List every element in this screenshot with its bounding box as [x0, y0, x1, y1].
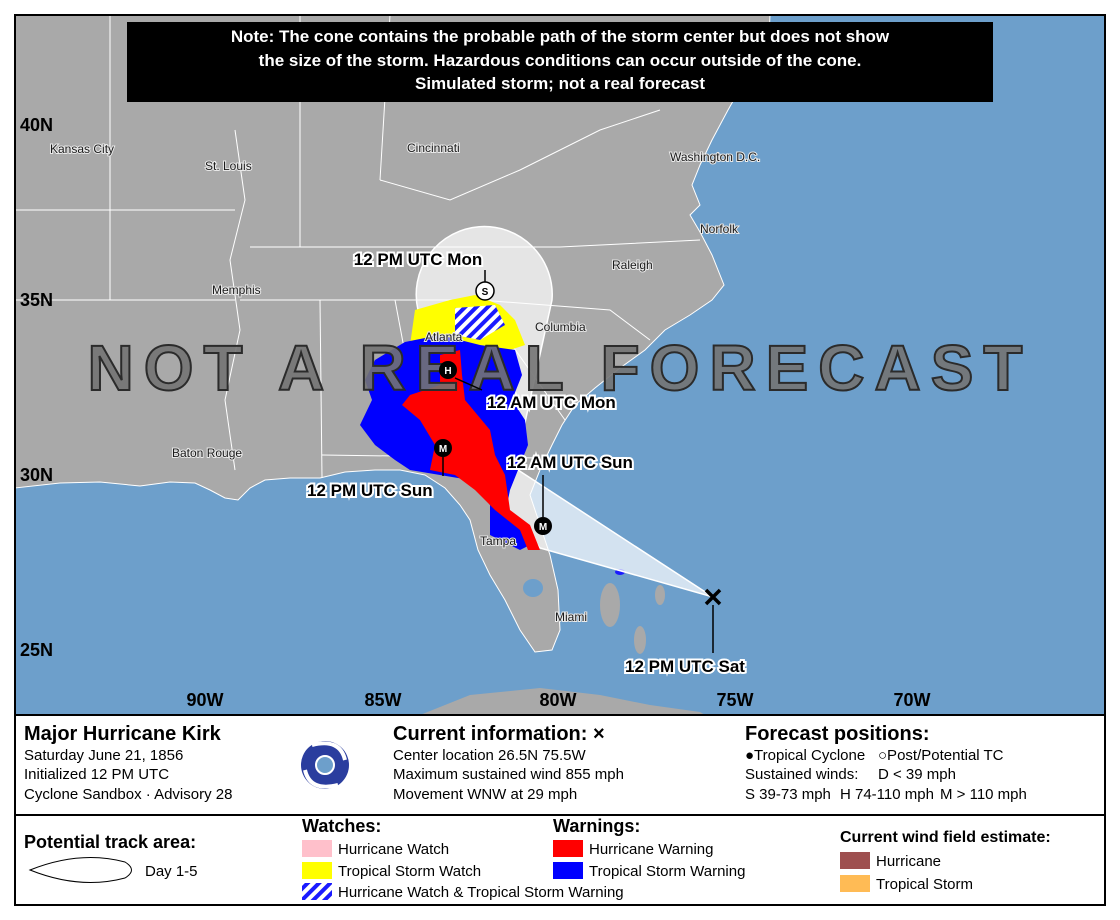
- current-line: Maximum sustained wind 855 mph: [393, 766, 624, 783]
- current-position-marker: [704, 588, 722, 606]
- city-label: Memphis: [212, 283, 261, 297]
- marker-letter: M: [439, 444, 447, 455]
- cuba: [420, 688, 705, 715]
- ts-wind-swatch: [840, 875, 870, 892]
- city-label: Washington D.C.: [670, 150, 760, 164]
- legend-label: Hurricane: [876, 853, 941, 870]
- ts-watch-swatch: [302, 862, 332, 879]
- track-label: 12 AM UTC Sun: [507, 453, 633, 472]
- hurricane-warning-swatch: [553, 840, 583, 857]
- logo-eye: [315, 755, 335, 775]
- forecast-text: Sustained winds:: [745, 766, 858, 783]
- hurricane-logo: [301, 741, 349, 789]
- leader-lines: [442, 270, 714, 653]
- city-label: Norfolk: [700, 222, 739, 236]
- storm-source: Cyclone Sandbox · Advisory 28: [24, 786, 232, 803]
- storm-date: Saturday June 21, 1856: [24, 747, 183, 764]
- track-label: 12 PM UTC Sun: [307, 481, 433, 500]
- forecast-text: D < 39 mph: [878, 766, 956, 783]
- track-marker: [534, 517, 552, 535]
- note-box: [127, 22, 993, 102]
- forecast-title: Forecast positions:: [745, 723, 929, 745]
- marker-letter: S: [482, 287, 489, 298]
- state-border: [319, 299, 323, 479]
- note-line: Simulated storm; not a real forecast: [415, 74, 705, 93]
- note-line: Note: The cone contains the probable pat…: [231, 27, 890, 46]
- current-line: Movement WNW at 29 mph: [393, 786, 577, 803]
- legend-label: Tropical Storm: [876, 876, 973, 893]
- watermark: NOT A REAL FORECAST: [88, 332, 1033, 404]
- storm-name: Major Hurricane Kirk: [24, 723, 222, 745]
- storm-initialized: Initialized 12 PM UTC: [24, 766, 169, 783]
- forecast-text: M > 110 mph: [940, 786, 1027, 803]
- logo-swirl: [303, 741, 347, 789]
- forecast-text: ●Tropical Cyclone: [745, 747, 865, 764]
- note-line: the size of the storm. Hazardous conditi…: [259, 51, 862, 70]
- frame: [14, 14, 1106, 906]
- marker-letter: M: [539, 522, 547, 533]
- lat-label: 30N: [20, 465, 53, 485]
- track-marker: [434, 439, 452, 457]
- state-border: [379, 109, 701, 248]
- track-area-swatch: [28, 857, 132, 883]
- track-label: 12 AM UTC Mon: [487, 393, 616, 412]
- legend-label: Day 1-5: [145, 863, 198, 880]
- lat-label: 40N: [20, 115, 53, 135]
- forecast-text: H 74-110 mph: [840, 786, 934, 803]
- current-line: Center location 26.5N 75.5W: [393, 747, 586, 764]
- hatched-swatch: [302, 883, 332, 900]
- hurricane-watch-ts-warning-area: [455, 305, 505, 340]
- legend-title: Current wind field estimate:: [840, 829, 1051, 846]
- city-label: Tampa: [480, 534, 516, 548]
- hurricane-watch-swatch: [302, 840, 332, 857]
- lon-label: 80W: [539, 690, 576, 710]
- city-label: Cincinnati: [407, 141, 460, 155]
- lon-label: 70W: [893, 690, 930, 710]
- track-marker: [475, 281, 495, 301]
- land: [14, 14, 771, 653]
- lat-label: 35N: [20, 290, 53, 310]
- legend-title: Watches:: [302, 816, 381, 836]
- lon-label: 90W: [186, 690, 223, 710]
- lon-label: 85W: [364, 690, 401, 710]
- leader-line: [454, 377, 483, 391]
- legend-label: Hurricane Watch & Tropical Storm Warning: [338, 884, 624, 901]
- legend-label: Tropical Storm Warning: [589, 863, 745, 880]
- lake-okeechobee: [523, 579, 543, 597]
- lat-label: 25N: [20, 640, 53, 660]
- city-label: Atlanta: [425, 330, 463, 344]
- track-label: 12 PM UTC Mon: [354, 250, 482, 269]
- legend-label: Hurricane Watch: [338, 841, 449, 858]
- track-marker: [439, 361, 457, 379]
- city-label: Columbia: [535, 320, 586, 334]
- legend-label: Hurricane Warning: [589, 841, 714, 858]
- legend-title: Potential track area:: [24, 832, 196, 852]
- city-label: Kansas City: [50, 142, 114, 156]
- city-label: Miami: [555, 610, 587, 624]
- hurricane-warning-area: [402, 350, 540, 550]
- bahamas: [634, 626, 646, 654]
- lon-label: 75W: [716, 690, 753, 710]
- hurricane-wind-swatch: [840, 852, 870, 869]
- legend-label: Tropical Storm Watch: [338, 863, 481, 880]
- current-title: Current information: ×: [393, 723, 605, 745]
- marker-letter: H: [444, 366, 451, 377]
- legend-title: Warnings:: [553, 816, 640, 836]
- bahamas: [655, 585, 665, 605]
- track-label: 12 PM UTC Sat: [625, 657, 745, 676]
- city-label: Raleigh: [612, 258, 653, 272]
- city-label: St. Louis: [205, 159, 252, 173]
- forecast-text: ○Post/Potential TC: [878, 747, 1004, 764]
- ts-warning-swatch: [553, 862, 583, 879]
- bahamas: [600, 583, 620, 627]
- state-border: [224, 129, 246, 471]
- forecast-text: S 39-73 mph: [745, 786, 831, 803]
- city-label: Baton Rouge: [172, 446, 242, 460]
